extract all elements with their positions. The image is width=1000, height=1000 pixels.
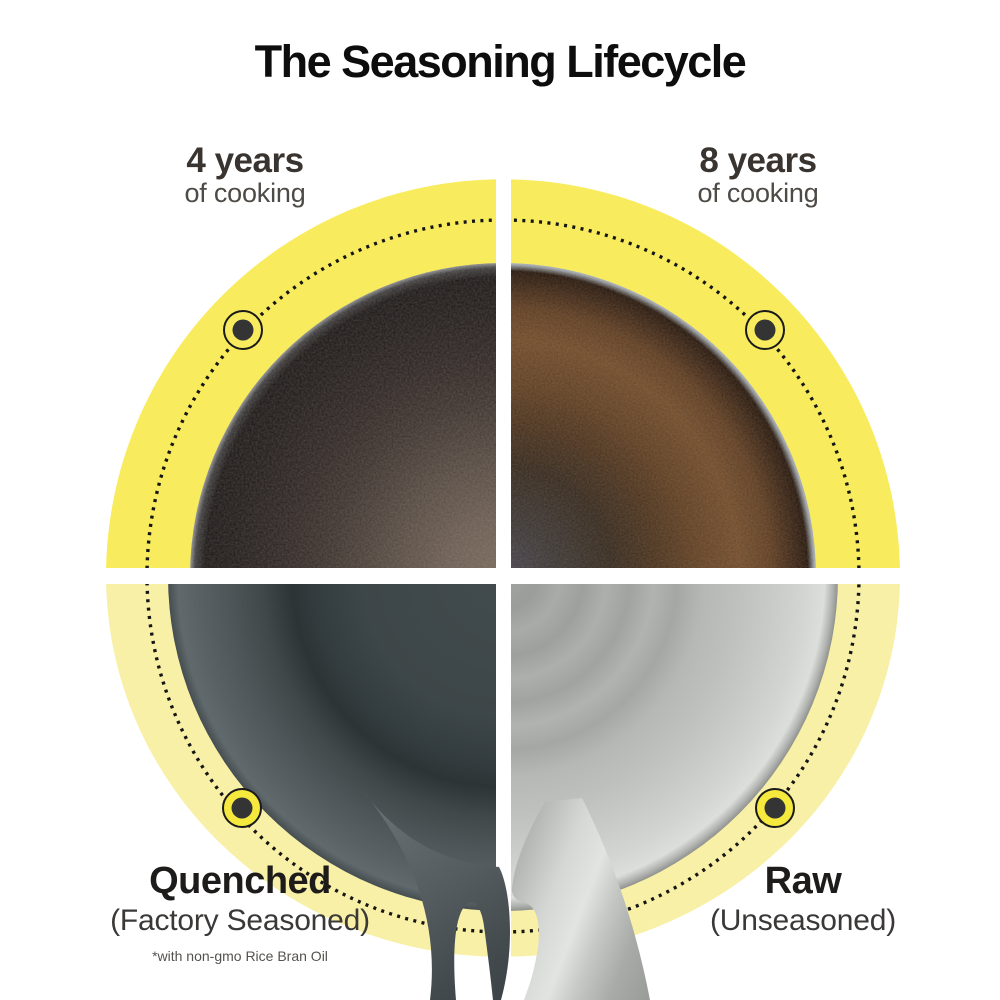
label-quenched-title: Quenched [149,860,331,902]
stage-marker-8-years [745,310,785,350]
label-8-years-title: 8 years [699,141,817,180]
label-quenched: Quenched (Factory Seasoned) *with non-gm… [110,862,370,964]
quadrant-divider-horizontal [92,568,910,584]
label-4-years-subtitle: of cooking [184,177,306,208]
stage-marker-8-years-dot [754,319,776,341]
label-4-years-title: 4 years [186,141,304,180]
stage-marker-4-years-dot [232,319,254,341]
stage-marker-4-years [223,310,263,350]
stage-marker-quenched-dot [231,797,253,819]
pan-quadrant-quenched [168,576,503,911]
label-raw-subtitle: (Unseasoned) [709,904,897,937]
label-raw: Raw (Unseasoned) [710,862,896,937]
label-quenched-footnote: *with non-gmo Rice Bran Oil [152,948,328,964]
pan-handle-quenched [362,790,510,1000]
page-title: The Seasoning Lifecycle [254,36,747,87]
label-4-years: 4 years of cooking [184,143,305,208]
stage-marker-raw [755,788,795,828]
pan-handle-raw [511,798,650,1000]
quadrant-divider-vertical [496,170,511,1000]
stage-marker-raw-dot [764,797,786,819]
label-8-years: 8 years of cooking [697,143,818,208]
stage-marker-quenched [222,788,262,828]
label-8-years-subtitle: of cooking [697,177,819,208]
label-raw-title: Raw [764,860,842,902]
label-quenched-subtitle: (Factory Seasoned) [110,904,370,937]
